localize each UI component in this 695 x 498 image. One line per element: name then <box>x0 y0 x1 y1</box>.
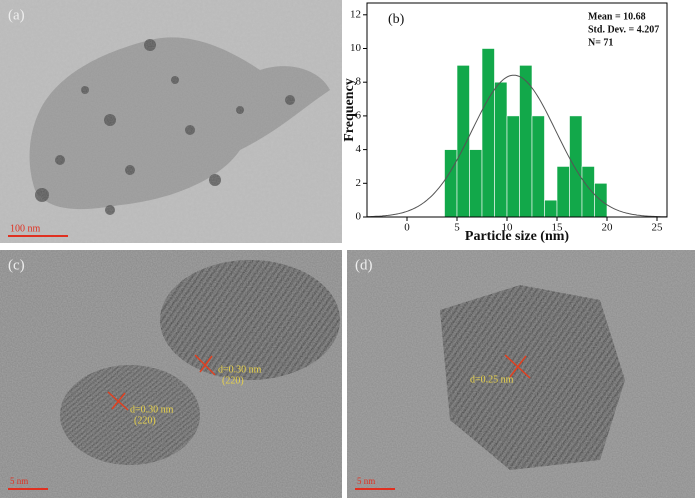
plot-frame <box>366 2 668 218</box>
fit-curve <box>366 74 667 218</box>
y-tick-label: 2 <box>356 177 362 189</box>
scale-bar-label: 5 nm <box>357 476 375 486</box>
fringe-label: d=0.30 nm <box>130 404 174 415</box>
bar <box>581 166 595 218</box>
bar <box>556 166 570 218</box>
panel-label: (a) <box>8 7 25 23</box>
panel-label: (d) <box>355 257 373 273</box>
y-tick-label: 0 <box>356 211 362 223</box>
y-tick-label: 8 <box>356 76 362 88</box>
bar <box>569 115 583 218</box>
tem-image-a <box>0 0 342 243</box>
x-axis-label: Particle size (nm) <box>465 229 570 244</box>
fringe-label: d=0.30 nm <box>218 364 262 375</box>
y-tick-label: 10 <box>350 42 362 54</box>
bar <box>481 48 495 218</box>
hrtem-image-c <box>0 250 342 498</box>
panel-label: (c) <box>8 257 25 273</box>
panel-label: (b) <box>388 12 405 27</box>
y-tick-label: 4 <box>356 143 362 155</box>
fringe-label: d=0.25 nm <box>470 374 514 385</box>
x-tick-label: 5 <box>454 222 460 234</box>
histogram-chart: 0 2 4 6 8 10 12 0 5 10 15 20 25 (b) Particle size (nm)… <box>342 2 668 244</box>
stat-annotation: N= 71 <box>588 37 613 48</box>
hrtem-image-d <box>347 250 695 498</box>
bar <box>444 149 458 218</box>
stat-annotation: Std. Dev. = 4.207 <box>588 24 659 35</box>
x-tick-label: 10 <box>502 222 514 234</box>
bar <box>494 81 508 218</box>
y-axis-label: Frequency <box>342 78 357 142</box>
stat-annotation: Mean = 10.68 <box>588 11 646 22</box>
fringe-marker <box>107 354 216 411</box>
x-tick-label: 0 <box>404 222 410 234</box>
bar <box>469 149 483 218</box>
y-tick-label: 12 <box>350 8 361 20</box>
bar <box>506 115 520 218</box>
x-tick-label: 15 <box>552 222 564 234</box>
fringe-label: (220) <box>222 375 244 386</box>
fringe-marker <box>504 354 531 379</box>
x-tick-label: 20 <box>602 222 614 234</box>
bar <box>531 115 545 218</box>
x-tick-label: 25 <box>652 222 664 234</box>
bar <box>519 65 533 218</box>
bar <box>544 199 558 218</box>
fringe-label: (220) <box>134 415 156 426</box>
scale-bar-label: 100 nm <box>10 223 41 234</box>
bar <box>456 65 470 218</box>
y-tick-label: 6 <box>356 109 362 121</box>
scale-bar-label: 5 nm <box>10 476 28 486</box>
